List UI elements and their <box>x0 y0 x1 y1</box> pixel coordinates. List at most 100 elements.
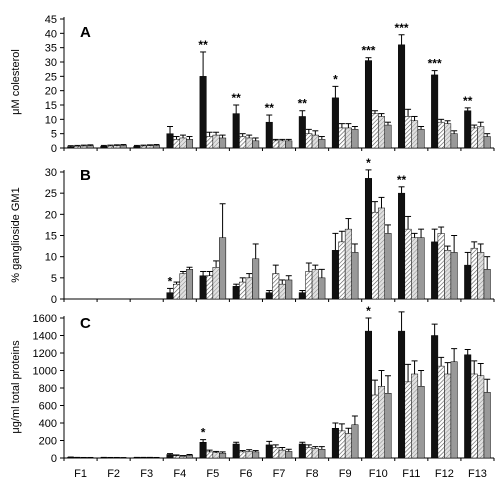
y-tick-label: 200 <box>39 436 57 448</box>
panel-b-ylabel: % ganglioside GM1 <box>10 187 22 282</box>
bar <box>206 275 214 300</box>
bar <box>139 145 147 149</box>
y-tick-label: 15 <box>45 100 57 112</box>
bar <box>252 451 260 459</box>
bar <box>437 233 445 300</box>
bar <box>252 258 260 300</box>
bar <box>152 145 160 149</box>
bar <box>73 146 81 149</box>
bar <box>464 110 472 149</box>
bar <box>186 269 194 300</box>
bar <box>113 145 121 149</box>
bar <box>166 454 174 459</box>
panel-b-bars <box>166 169 491 300</box>
bar <box>106 145 114 149</box>
bar <box>179 137 187 149</box>
bar <box>344 228 352 300</box>
y-tick-label: 30 <box>45 167 57 179</box>
bar <box>265 444 273 459</box>
bar <box>245 451 253 459</box>
bar <box>364 330 372 459</box>
bar <box>212 452 220 459</box>
bar <box>477 375 485 459</box>
bar <box>411 120 419 149</box>
bar <box>398 330 406 459</box>
bar <box>298 292 306 300</box>
bar <box>199 442 207 459</box>
bar <box>450 361 458 459</box>
y-tick-label: 15 <box>45 231 57 243</box>
bar <box>199 76 207 149</box>
x-category-label: F13 <box>468 468 487 480</box>
significance-marker: * <box>366 156 371 170</box>
bar <box>398 192 406 300</box>
bar <box>437 365 445 459</box>
panel-b-significance: **** <box>168 156 407 289</box>
x-category-label: F9 <box>339 468 352 480</box>
bar <box>331 250 339 300</box>
bar <box>219 237 227 300</box>
x-category-labels: F1 F2 F3 F4 F5 F6 F7 F8 F9 F10 F11 F12 F13 <box>74 468 487 480</box>
bar <box>377 116 385 149</box>
bar <box>80 145 88 149</box>
bar <box>444 123 452 149</box>
x-category-label: F8 <box>306 468 319 480</box>
bar <box>417 129 425 149</box>
bar <box>344 433 352 459</box>
bar <box>212 267 220 300</box>
bar <box>219 137 227 149</box>
bar <box>338 127 346 149</box>
bar <box>411 373 419 459</box>
bar <box>338 430 346 459</box>
panel-a-bars <box>67 34 491 149</box>
significance-marker: * <box>168 274 173 288</box>
significance-marker: * <box>333 72 338 86</box>
bar <box>239 136 247 149</box>
bar <box>464 264 472 300</box>
bar <box>166 133 174 149</box>
x-category-label: F10 <box>369 468 388 480</box>
panel-b-label: B <box>80 167 91 184</box>
bar <box>311 448 319 459</box>
bar <box>179 273 187 300</box>
y-tick-label: 0 <box>51 143 57 155</box>
bar <box>483 269 491 300</box>
bar <box>483 392 491 459</box>
bar <box>232 443 240 459</box>
bar <box>431 335 439 459</box>
bar <box>272 447 280 459</box>
bar <box>219 452 227 459</box>
bar <box>371 394 379 459</box>
bar <box>444 373 452 459</box>
bar <box>364 178 372 300</box>
bar <box>384 124 392 149</box>
y-tick-label: 0 <box>51 294 57 306</box>
bar <box>477 252 485 300</box>
bar <box>278 140 286 149</box>
bar <box>470 127 478 149</box>
bar <box>133 146 141 149</box>
bar <box>206 136 214 149</box>
bar <box>265 292 273 300</box>
bar <box>232 113 240 149</box>
bar <box>278 283 286 300</box>
bar <box>119 145 127 149</box>
x-category-label: F6 <box>240 468 253 480</box>
bar <box>305 133 313 149</box>
bar <box>265 121 273 149</box>
bar <box>199 275 207 300</box>
bar <box>351 252 359 300</box>
bar <box>404 228 412 300</box>
bar <box>483 136 491 149</box>
bar <box>344 127 352 149</box>
y-tick-label: 5 <box>51 129 57 141</box>
panel-c-significance: ** <box>201 304 371 440</box>
panel-a-ylabel: μM colesterol <box>10 49 22 115</box>
panel-c-ylabel: μg/ml total proteins <box>10 340 22 434</box>
significance-marker: * <box>366 304 371 318</box>
bar <box>186 455 194 459</box>
y-tick-label: 30 <box>45 57 57 69</box>
panel-a-significance: ****** ************** <box>198 21 472 115</box>
bar <box>377 207 385 300</box>
